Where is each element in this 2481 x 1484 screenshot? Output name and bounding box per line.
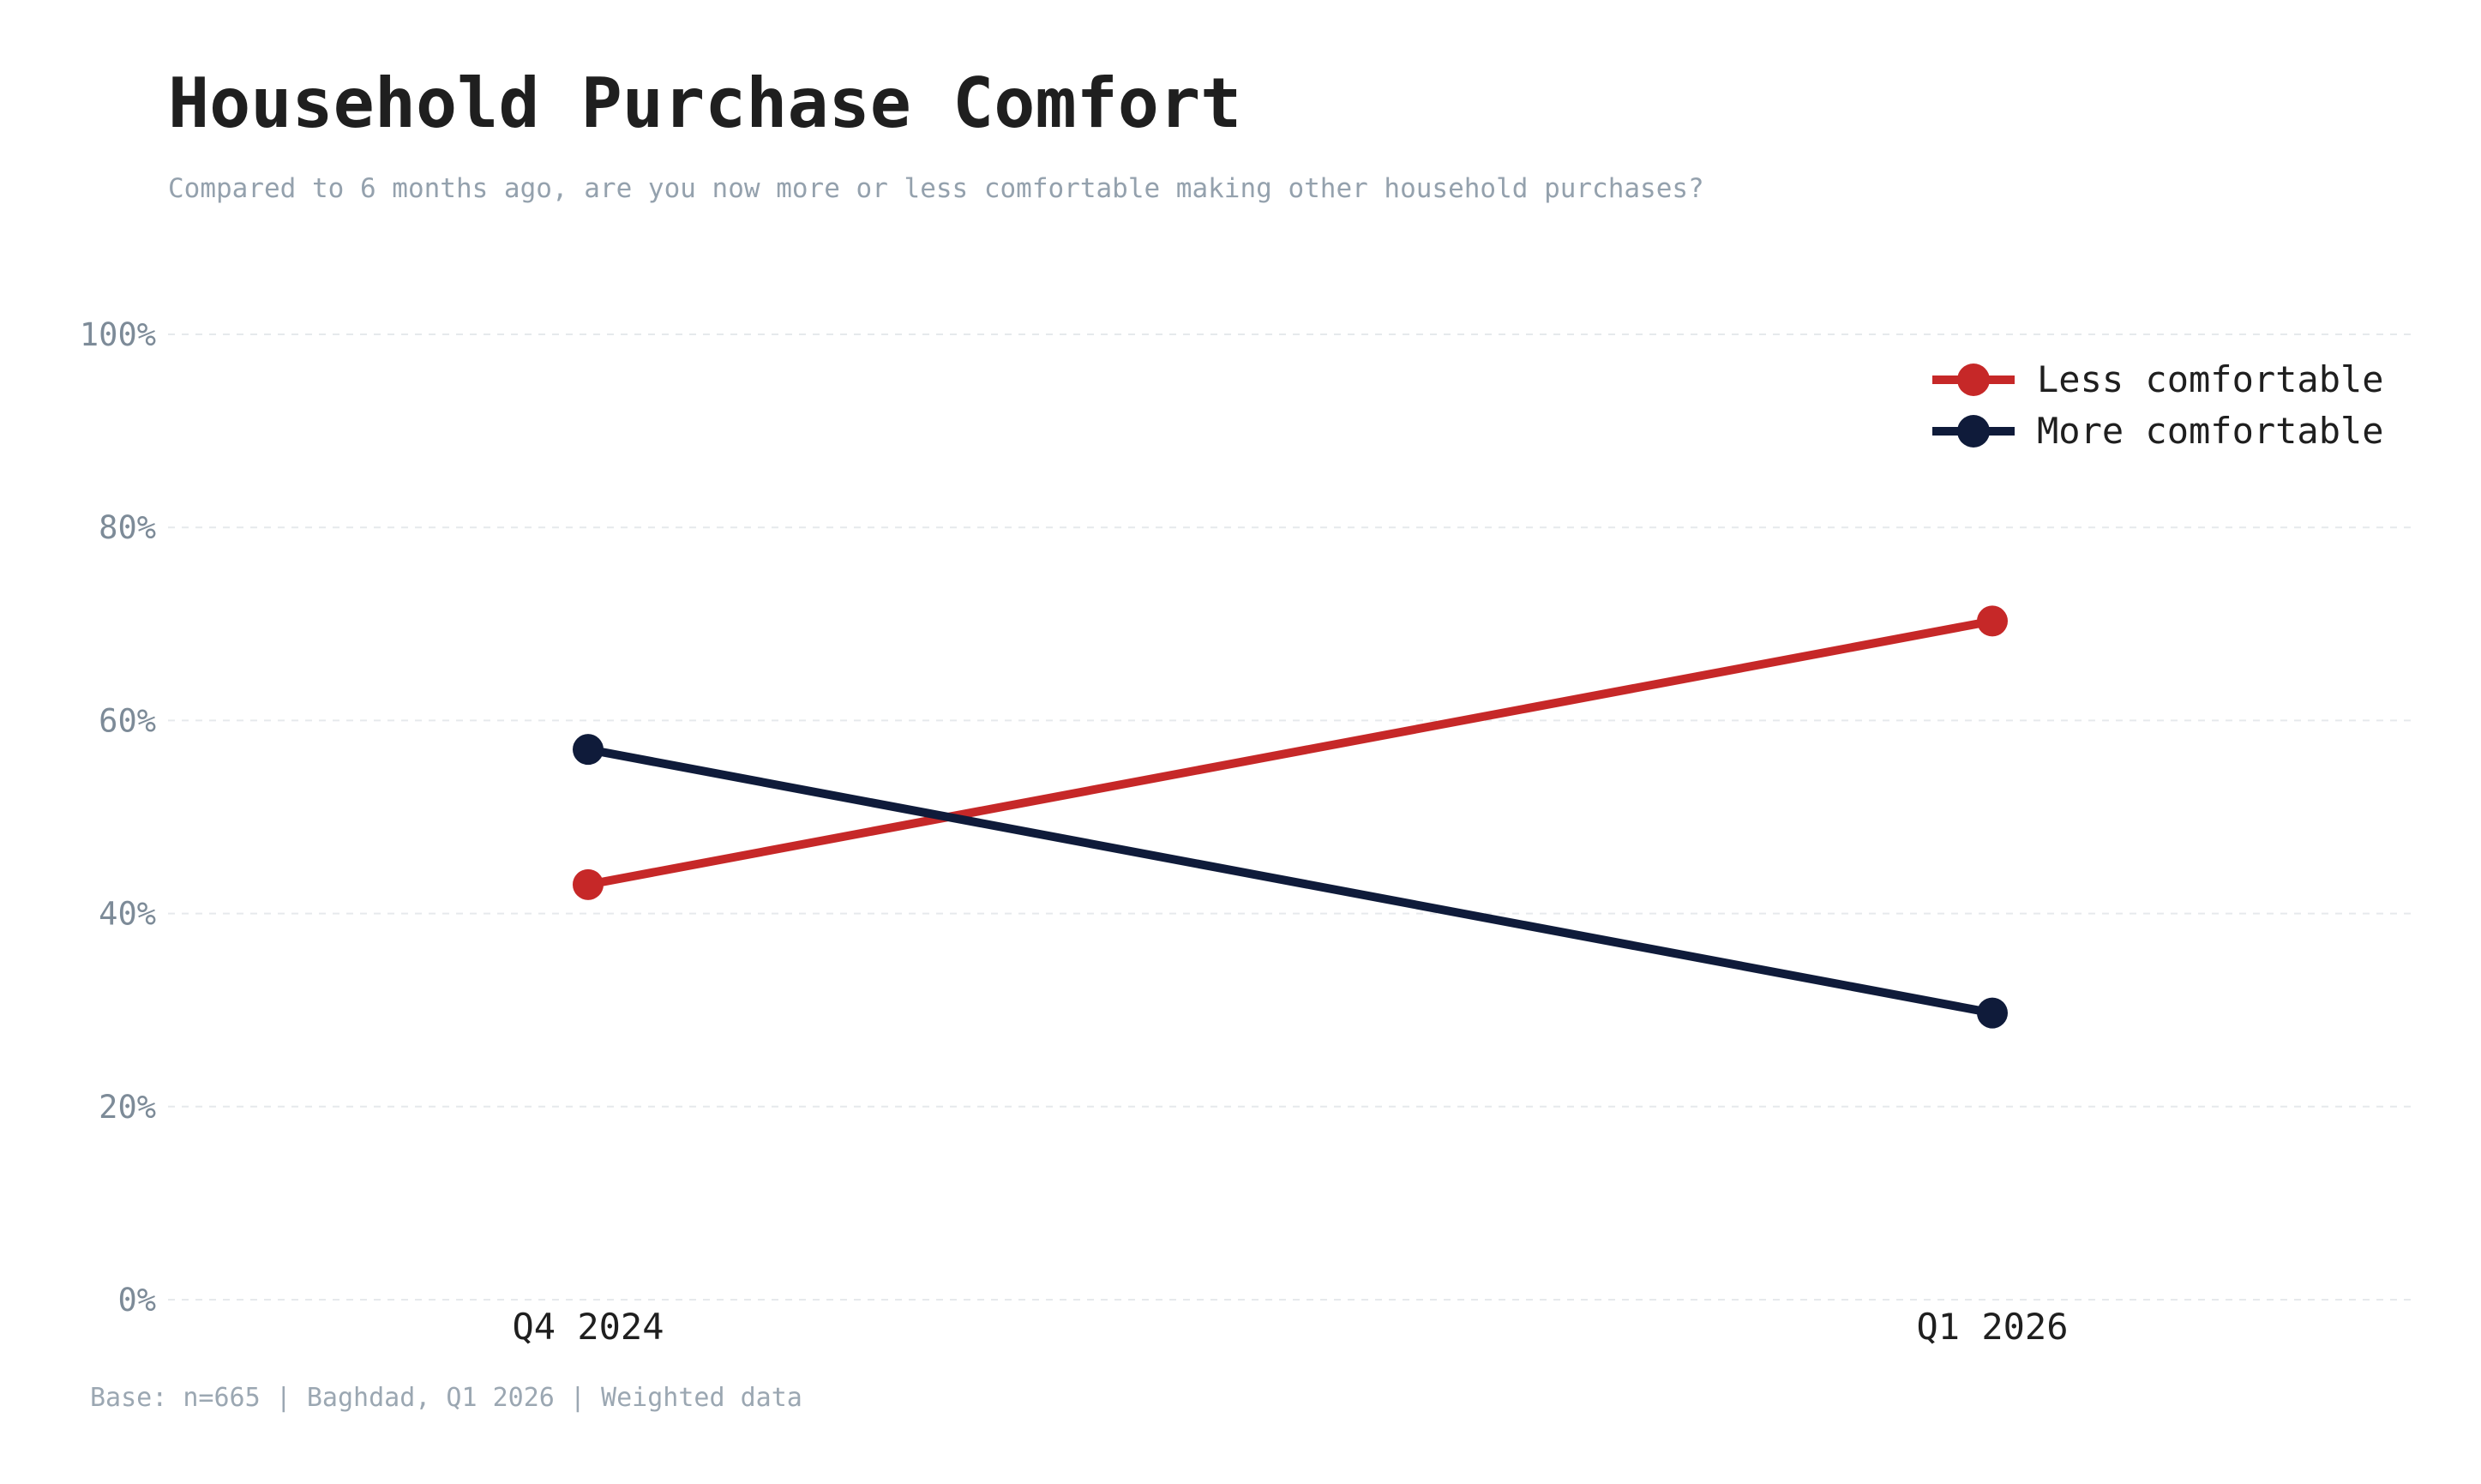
footnote: Base: n=665 | Baghdad, Q1 2026 | Weighte… [90, 1383, 802, 1413]
series-line [584, 616, 1997, 889]
legend-marker [1957, 415, 1990, 448]
legend-marker [1957, 363, 1990, 396]
y-tick-label: 100% [80, 316, 156, 353]
series-less-comfortable [573, 605, 2008, 900]
legend: Less comfortable More comfortable [1932, 358, 2384, 452]
legend-item: More comfortable [1932, 410, 2384, 452]
y-axis: 0% 20% 40% 60% 80% 100% [80, 316, 156, 1319]
data-point[interactable] [1977, 605, 2008, 637]
chart-title: Household Purchase Comfort [168, 63, 1241, 143]
series-layer [573, 605, 2008, 1029]
x-axis: Q4 2024 Q1 2026 [512, 1306, 2068, 1348]
x-tick-label: Q4 2024 [512, 1306, 664, 1348]
y-tick-label: 0% [117, 1282, 156, 1319]
data-point[interactable] [1977, 997, 2008, 1029]
y-tick-label: 60% [99, 702, 156, 739]
series-more-comfortable [573, 734, 2008, 1029]
data-point[interactable] [573, 868, 604, 900]
x-tick-label: Q1 2026 [1916, 1306, 2068, 1348]
data-point[interactable] [573, 734, 604, 766]
series-line [584, 745, 1997, 1018]
legend-label: Less comfortable [2037, 358, 2384, 400]
y-tick-label: 20% [99, 1089, 156, 1126]
legend-item: Less comfortable [1932, 358, 2384, 400]
gridlines [168, 333, 2416, 1301]
y-tick-label: 40% [99, 896, 156, 933]
legend-label: More comfortable [2037, 410, 2384, 452]
chart-subtitle: Compared to 6 months ago, are you now mo… [168, 173, 1704, 204]
y-tick-label: 80% [99, 509, 156, 546]
